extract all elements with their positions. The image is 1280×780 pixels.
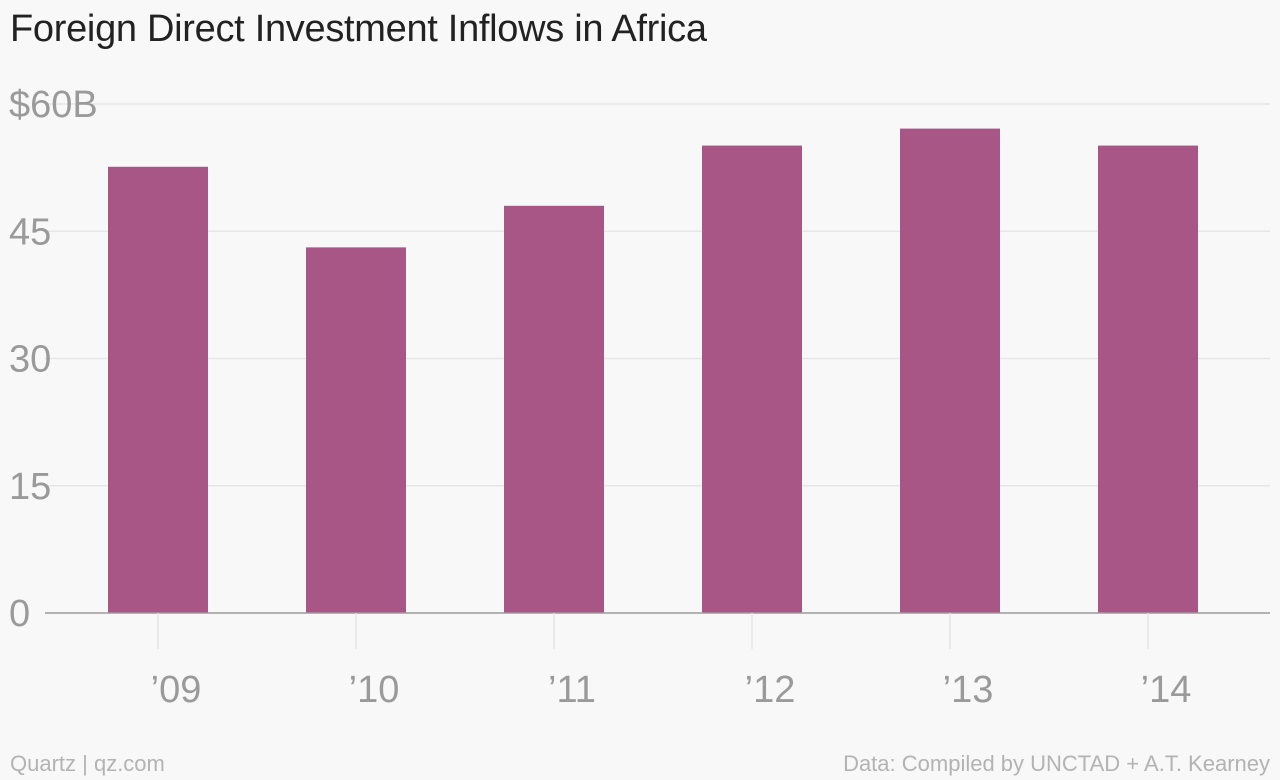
x-tick-label: ’13 (943, 669, 994, 711)
x-tick-label: ’14 (1141, 669, 1192, 711)
bars (108, 128, 1198, 614)
x-tick-labels: ’09 ’10 ’11 ’12 ’13 ’14 (151, 669, 1192, 711)
source-credit: Quartz | qz.com (10, 751, 165, 776)
bar (504, 205, 604, 614)
y-tick-label: 30 (9, 339, 51, 381)
y-tick-label: 0 (9, 593, 30, 635)
bar (702, 145, 802, 613)
chart-title: Foreign Direct Investment Inflows in Afr… (10, 8, 707, 50)
data-source: Data: Compiled by UNCTAD + A.T. Kearney (843, 751, 1270, 776)
x-tick-label: ’12 (745, 669, 796, 711)
bar (900, 128, 1000, 613)
x-tick-label: ’11 (548, 669, 596, 711)
x-tick-label: ’09 (151, 669, 202, 711)
y-tick-label: 45 (9, 211, 51, 253)
x-tick-label: ’10 (349, 669, 400, 711)
gridlines (45, 103, 1270, 487)
y-tick-label: $60B (9, 84, 98, 126)
bar (108, 166, 208, 613)
bar (306, 247, 406, 613)
x-axis (45, 612, 1270, 649)
y-tick-label: 15 (9, 466, 51, 508)
bar-chart: 0 15 30 45 $60B ’09 ’10 ’11 ’12 ’13 ’14 (9, 84, 1270, 711)
bar (1098, 145, 1198, 613)
y-tick-labels: 0 15 30 45 $60B (9, 84, 98, 635)
